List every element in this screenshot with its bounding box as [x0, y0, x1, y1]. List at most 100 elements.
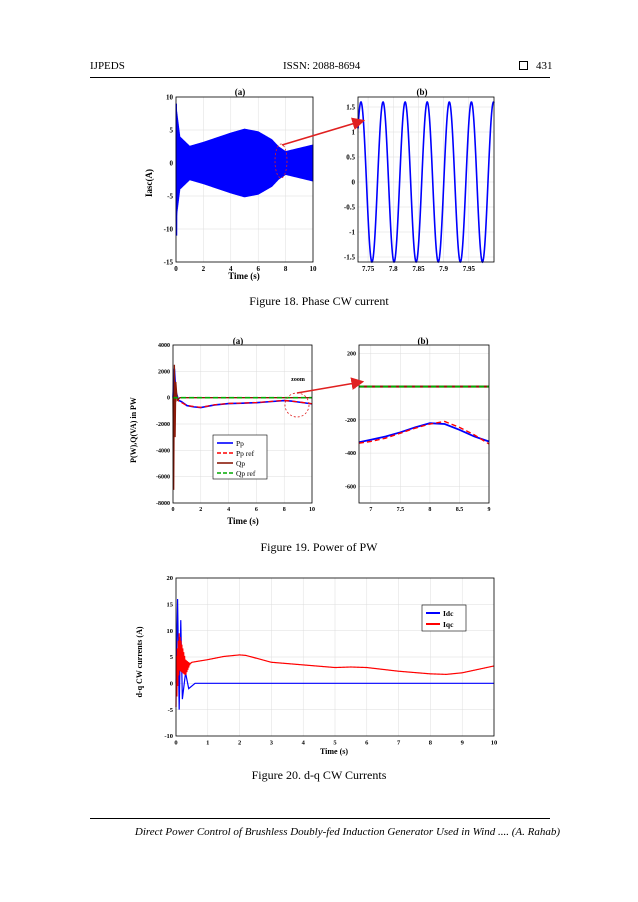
fig18-xlabel: Time (s)	[228, 271, 260, 281]
fig18b-ytick-label-6: 1.5	[346, 103, 355, 111]
fig19-legend-label-3: Qp ref	[236, 469, 256, 478]
fig19a-ytick-label-1: -6000	[156, 475, 170, 481]
fig20-ylabel: d-q CW currents (A)	[135, 626, 144, 697]
fig19b-plot: 7 7.5 8 8.5 9 -600 -400 -200 0 200	[345, 344, 491, 513]
fig18b-frame	[357, 96, 495, 263]
fig19b-series-pp-ref	[358, 420, 490, 445]
fig19b-xtick-label-2: 8	[428, 507, 431, 513]
fig18a-plot: 0 2 4 6 8 10 -15 -10 -5 0 5 10	[164, 93, 317, 273]
fig18b-ytick-label-4: 0.5	[346, 153, 355, 161]
fig18b-series-line	[357, 101, 495, 264]
fig19-xlabel: Time (s)	[227, 516, 259, 526]
figure-20-caption: Figure 20. d-q CW Currents	[251, 768, 387, 782]
fig19a-ytick-label-3: -2000	[156, 422, 170, 428]
header-rule	[90, 77, 550, 78]
fig20-ytick-label-2: 0	[170, 681, 173, 688]
fig20-xtick-label-1: 1	[206, 740, 209, 747]
fig19-legend-label-2: Qp	[236, 459, 245, 468]
fig19b-ytick-label-0: -600	[345, 484, 356, 490]
checkbox-square-icon	[519, 60, 528, 70]
fig20-frame	[175, 577, 495, 737]
fig20-ytick-label-6: 20	[167, 575, 174, 582]
fig18b-xtick-label-1: 7.8	[389, 265, 398, 273]
fig18b-xtick-label-0: 7.75	[362, 265, 375, 273]
fig18-zoom-arrow	[281, 117, 366, 146]
fig20-xtick-label-9: 9	[461, 740, 465, 747]
fig18b-ytick-label-3: 0	[352, 178, 356, 186]
fig19-zoom-label: zoom	[291, 377, 305, 383]
fig18-panel-b-label: (b)	[417, 87, 428, 97]
fig19a-series-qp	[172, 364, 312, 490]
fig19a-ytick-label-6: 4000	[158, 343, 170, 349]
fig19b-xtick-label-1: 7.5	[397, 507, 405, 513]
fig19-legend-label-0: Pp	[236, 439, 244, 448]
fig18a-xtick-label-0: 0	[174, 265, 178, 273]
fig18a-ytick-label-2: -5	[167, 192, 173, 200]
fig20-legend: Idc Iqc	[421, 604, 467, 632]
fig19a-ytick-label-4: 0	[167, 396, 170, 402]
journal-name: IJPEDS	[90, 60, 125, 72]
fig19a-xtick-label-3: 6	[255, 507, 258, 513]
fig18b-xtick-label-3: 7.9	[439, 265, 448, 273]
fig20-xtick-label-7: 7	[397, 740, 401, 747]
fig18b-plot: 7.75 7.8 7.85 7.9 7.95 -1.5 -1 -0.5 0 0.5 1 1.5	[344, 96, 495, 273]
figure-19-caption: Figure 19. Power of PW	[260, 540, 378, 554]
fig19-panel-b-label: (b)	[418, 336, 429, 346]
figure-20: d-q CW currents (A) Time (s) 0 1 2 3 4 5 6 7 8 9 1…	[135, 575, 497, 756]
fig20-ytick-label-0: -10	[164, 733, 173, 740]
fig19b-ytick-label-3: 0	[353, 385, 356, 391]
footer-rule	[90, 818, 550, 819]
fig18a-xtick-label-3: 6	[256, 265, 260, 273]
fig18a-xtick-label-2: 4	[229, 265, 233, 273]
fig20-xtick-label-2: 2	[238, 740, 241, 747]
fig19a-xtick-label-1: 2	[199, 507, 202, 513]
fig19-panel-a-label: (a)	[233, 336, 244, 346]
fig20-ytick-label-1: -5	[168, 707, 174, 714]
fig18b-ytick-label-1: -1	[349, 228, 355, 236]
fig19b-xtick-label-3: 8.5	[456, 507, 464, 513]
fig18a-xtick-label-1: 2	[202, 265, 206, 273]
fig19a-xtick-label-0: 0	[172, 507, 175, 513]
fig20-ytick-label-4: 10	[167, 628, 174, 635]
fig19b-ytick-label-4: 200	[347, 351, 356, 357]
fig19a-ytick-label-2: -4000	[156, 448, 170, 454]
issn: ISSN: 2088-8694	[283, 60, 361, 72]
fig18b-ytick-label-5: 1	[352, 128, 356, 136]
fig20-xtick-label-6: 6	[365, 740, 369, 747]
fig20-xlabel: Time (s)	[320, 747, 348, 756]
fig19a-frame	[172, 344, 313, 504]
fig19a-xtick-label-5: 10	[309, 507, 315, 513]
fig19a-plot: 0 2 4 6 8 10 -8000 -6000 -4000 -2000 0 2000 4000	[156, 343, 315, 513]
fig18a-xtick-label-5: 10	[310, 265, 318, 273]
fig19a-series-pp-ref	[172, 392, 313, 409]
fig18-panel-a-label: (a)	[235, 87, 246, 97]
fig20-series-idc	[175, 599, 494, 710]
fig18a-frame	[175, 96, 314, 263]
fig20-legend-label-0: Idc	[443, 609, 454, 618]
fig18a-ytick-label-0: -15	[164, 258, 174, 266]
page-number-group: 431	[519, 60, 553, 72]
fig18-ylabel: Iasc(A)	[144, 169, 154, 197]
figure-19: (a) (b) P(W),Q(VA) in PW Time (s) 0 2 4 6 8 1…	[129, 336, 491, 526]
fig19b-xtick-label-0: 7	[369, 507, 372, 513]
fig20-series-iqc	[175, 633, 495, 708]
fig20-ytick-label-5: 15	[167, 602, 174, 609]
fig19b-ytick-label-1: -400	[345, 451, 356, 457]
fig19-ylabel: P(W),Q(VA) in PW	[129, 397, 138, 463]
fig19b-series-pp	[358, 422, 490, 444]
fig18b-ytick-label-0: -1.5	[344, 253, 356, 261]
fig20-xtick-label-3: 3	[270, 740, 274, 747]
fig18b-xtick-label-4: 7.95	[463, 265, 476, 273]
fig18a-ytick-label-3: 0	[170, 159, 174, 167]
fig18a-ytick-label-1: -10	[164, 225, 174, 233]
fig18-zoom-ellipse	[274, 143, 288, 179]
fig19b-ytick-label-2: -200	[345, 418, 356, 424]
fig18a-ytick-label-4: 5	[170, 126, 174, 134]
figure-18: (a) (b) Iasc(A) Time (s) 0 2 4 6 8 10-15-10-5…	[144, 87, 495, 281]
fig19-zoom-arrow	[296, 377, 365, 394]
fig20-xtick-label-4: 4	[302, 740, 306, 747]
footer-running-title: Direct Power Control of Brushless Doubly…	[134, 826, 560, 838]
fig20-xtick-label-5: 5	[333, 740, 337, 747]
fig19a-ytick-label-5: 2000	[158, 369, 170, 375]
